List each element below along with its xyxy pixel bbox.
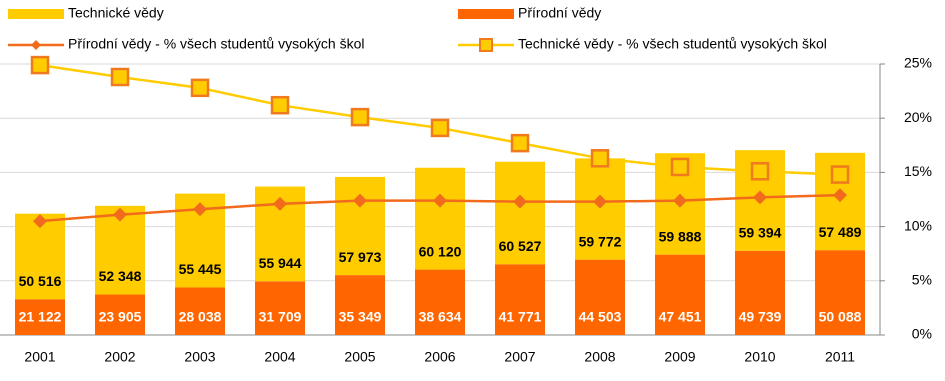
marker	[350, 107, 370, 127]
data-label: 44 503	[579, 309, 622, 325]
data-label: 57 489	[819, 224, 862, 240]
bar	[735, 250, 785, 335]
marker	[750, 162, 770, 181]
bar	[175, 287, 225, 335]
marker	[430, 118, 450, 138]
bar	[415, 269, 465, 335]
y2-tick-label: 15%	[904, 163, 932, 179]
data-label: 50 516	[19, 273, 62, 289]
data-label: 28 038	[179, 309, 222, 325]
legend-label: Přírodní vědy	[518, 5, 601, 21]
legend-label: Technické vědy - % všech studentů vysoký…	[518, 36, 827, 52]
bar	[255, 281, 305, 335]
marker	[513, 194, 527, 209]
marker	[433, 193, 447, 208]
marker	[30, 55, 50, 75]
legend-marker	[31, 40, 41, 50]
data-label: 35 349	[339, 309, 382, 325]
data-label: 59 772	[579, 233, 622, 249]
marker	[830, 165, 850, 184]
x-tick-label: 2007	[504, 349, 535, 365]
legend-label: Technické vědy	[68, 5, 164, 21]
data-label: 55 445	[179, 261, 222, 277]
data-label: 49 739	[739, 309, 782, 325]
marker	[190, 78, 210, 98]
marker	[593, 194, 607, 209]
x-tick-label: 2009	[664, 349, 695, 365]
x-tick-label: 2008	[584, 349, 615, 365]
x-tick-label: 2011	[825, 349, 855, 365]
data-label: 59 888	[659, 228, 702, 244]
marker	[273, 196, 287, 211]
legend-label: Přírodní vědy - % všech studentů vysokýc…	[68, 36, 364, 52]
bar	[815, 250, 865, 335]
bar	[15, 299, 65, 335]
legend-swatch	[458, 9, 514, 19]
x-tick-label: 2002	[104, 349, 135, 365]
x-tick-label: 2006	[424, 349, 455, 365]
data-label: 57 973	[339, 249, 382, 265]
data-label: 60 527	[499, 238, 542, 254]
data-label: 21 122	[19, 309, 62, 325]
marker	[833, 188, 847, 203]
marker	[113, 207, 127, 222]
marker	[270, 95, 290, 115]
data-label: 59 394	[739, 224, 782, 240]
data-label: 41 771	[499, 309, 542, 325]
x-tick-label: 2005	[344, 349, 375, 365]
legend-swatch	[8, 9, 64, 19]
y2-tick-label: 5%	[912, 272, 932, 288]
data-label: 47 451	[659, 309, 702, 325]
bar	[95, 294, 145, 335]
x-tick-label: 2010	[744, 349, 775, 365]
marker	[753, 190, 767, 205]
bar	[415, 167, 465, 270]
marker	[33, 214, 47, 229]
x-tick-label: 2004	[264, 349, 295, 365]
y2-tick-label: 25%	[904, 55, 932, 71]
bar	[575, 259, 625, 335]
marker	[670, 157, 690, 177]
y2-tick-label: 10%	[904, 217, 932, 233]
data-label: 52 348	[99, 268, 142, 284]
y2-tick-label: 20%	[904, 109, 932, 125]
legend-marker	[479, 38, 493, 52]
marker	[673, 193, 687, 208]
data-label: 60 120	[419, 243, 462, 259]
data-label: 38 634	[419, 309, 462, 325]
y2-tick-label: 0%	[912, 326, 932, 342]
bar	[495, 264, 545, 335]
data-label: 50 088	[819, 309, 862, 325]
data-label: 55 944	[259, 255, 302, 271]
x-tick-label: 2003	[184, 349, 215, 365]
bar	[495, 161, 545, 265]
x-tick-label: 2001	[24, 349, 55, 365]
marker	[110, 67, 130, 87]
bar	[335, 176, 385, 276]
bar	[335, 275, 385, 335]
marker	[510, 133, 530, 153]
bar	[655, 254, 705, 335]
data-label: 31 709	[259, 309, 302, 325]
marker	[193, 202, 207, 217]
bar	[575, 158, 625, 260]
marker	[353, 193, 367, 208]
data-label: 23 905	[99, 309, 142, 325]
marker	[590, 149, 610, 168]
